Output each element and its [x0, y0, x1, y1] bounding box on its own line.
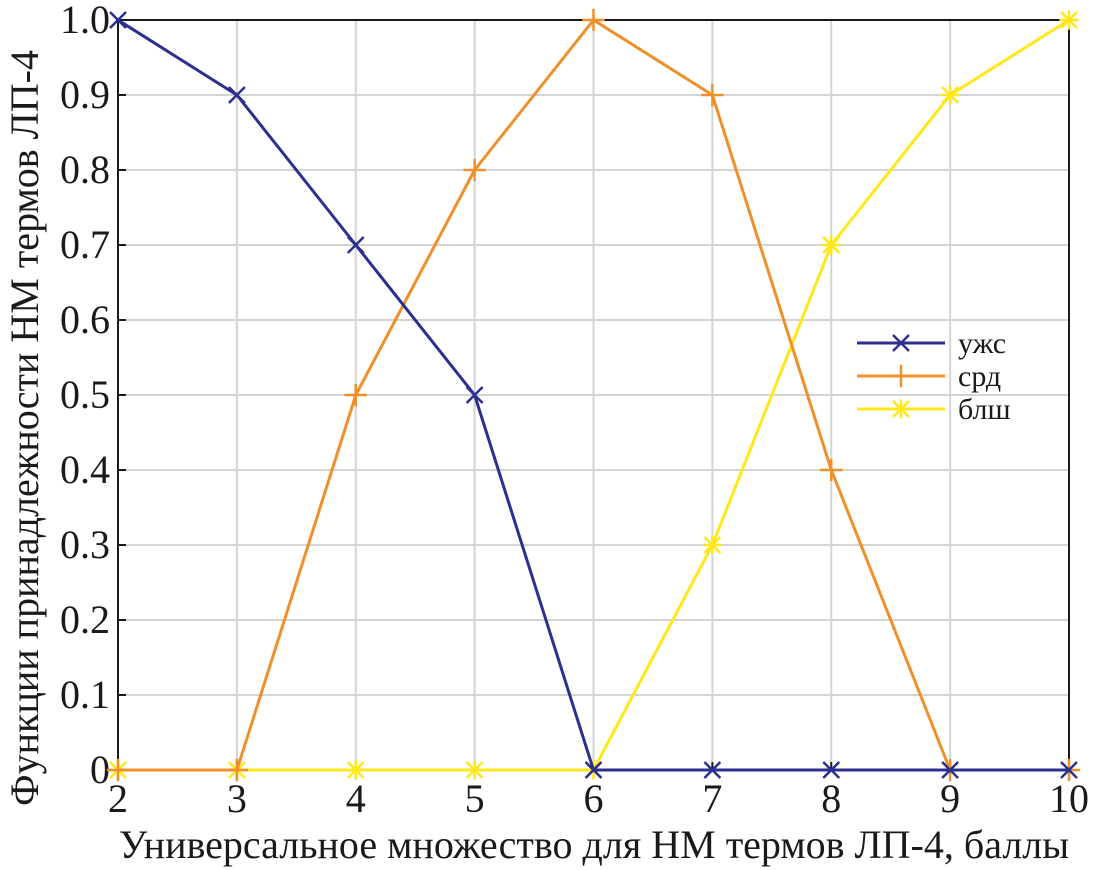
x-tick-label: 10 — [1049, 776, 1089, 821]
x-tick-label: 6 — [584, 776, 604, 821]
series-1 — [109, 11, 1078, 779]
y-tick-label: 0.4 — [60, 447, 110, 492]
x-tick-label: 2 — [108, 776, 128, 821]
marker-x-stroke — [892, 334, 910, 352]
legend-label: срд — [958, 360, 1001, 393]
y-tick-labels: 0 0.1 0.2 0.3 0.4 0.5 0.6 0.7 0.8 0.9 1.0 — [60, 0, 110, 792]
data-point — [820, 458, 843, 482]
marker-x-stroke — [822, 761, 841, 779]
grid-lines — [117, 19, 1070, 771]
data-point — [1060, 761, 1078, 779]
y-tick-label: 0.9 — [60, 72, 110, 117]
marker-x-stroke — [465, 386, 484, 404]
data-point — [225, 758, 249, 782]
data-point — [463, 158, 486, 182]
data-point — [465, 760, 485, 780]
x-tick-label: 8 — [821, 776, 841, 821]
marker-x-stroke — [941, 761, 960, 779]
data-point — [465, 386, 484, 404]
legend-marker — [889, 364, 913, 388]
marker-x-stroke — [1060, 761, 1078, 779]
data-point — [703, 761, 722, 779]
marker-x-stroke — [227, 86, 246, 104]
legend-marker — [891, 399, 911, 419]
y-axis-label: Функции принадлежности НМ термов ЛП-4 — [2, 50, 47, 806]
legend-label: ужс — [958, 327, 1006, 360]
y-tick-label: 0 — [90, 747, 110, 792]
data-point — [701, 83, 724, 107]
x-tick-labels: 2 3 4 5 6 7 8 9 10 — [108, 776, 1089, 821]
data-point — [106, 758, 130, 782]
y-tick-label: 1.0 — [60, 0, 110, 42]
x-tick-label: 3 — [227, 776, 247, 821]
data-point — [1059, 10, 1079, 30]
x-tick-label: 7 — [702, 776, 722, 821]
y-tick-label: 0.7 — [60, 222, 110, 267]
y-tick-label: 0.3 — [60, 522, 110, 567]
data-point — [346, 236, 365, 254]
data-point — [821, 235, 841, 255]
data-point — [582, 8, 605, 32]
y-tick-label: 0.8 — [60, 147, 110, 192]
x-tick-label: 9 — [940, 776, 960, 821]
marker-x-stroke — [346, 236, 365, 254]
data-point — [822, 761, 841, 779]
x-tick-label: 4 — [346, 776, 366, 821]
series-2 — [106, 8, 1081, 782]
legend-marker — [892, 334, 910, 352]
legend-item: ужс — [857, 327, 1006, 360]
y-tick-label: 0.2 — [60, 597, 110, 642]
data-point — [346, 760, 366, 780]
y-tick-label: 0.5 — [60, 372, 110, 417]
data-point — [940, 85, 960, 105]
marker-x-stroke — [584, 761, 603, 779]
data-point — [584, 761, 603, 779]
legend-item: срд — [857, 360, 1001, 393]
y-tick-label: 0.6 — [60, 297, 110, 342]
marker-x-stroke — [703, 761, 722, 779]
data-point — [109, 11, 127, 29]
x-axis-label: Универсальное множество для НМ термов ЛП… — [119, 822, 1069, 867]
legend-item: блш — [857, 393, 1011, 426]
data-point — [344, 383, 367, 407]
marker-x-stroke — [109, 11, 127, 29]
data-point — [702, 535, 722, 555]
y-tick-label: 0.1 — [60, 672, 110, 717]
series-layer — [106, 8, 1081, 782]
data-point — [227, 86, 246, 104]
legend-label: блш — [958, 393, 1011, 426]
x-tick-label: 5 — [465, 776, 485, 821]
data-point — [941, 761, 960, 779]
